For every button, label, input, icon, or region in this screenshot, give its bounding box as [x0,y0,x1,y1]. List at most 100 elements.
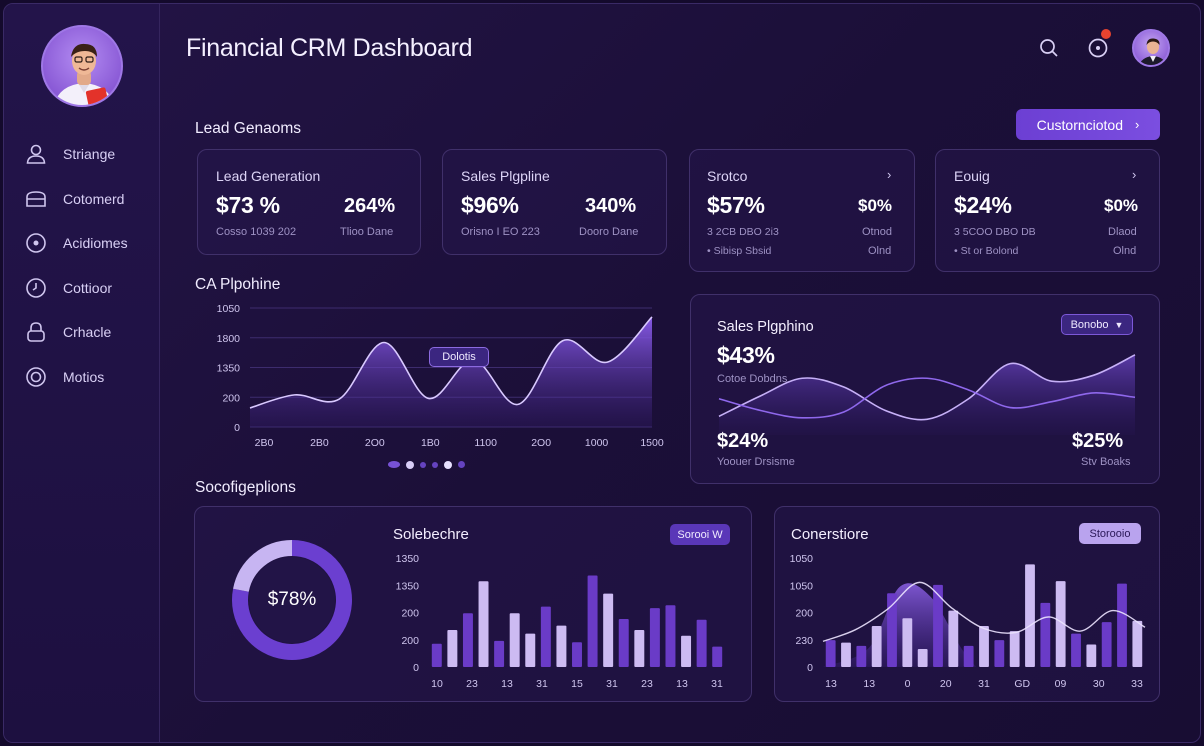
sales-pipeline-title: Sales Plgphino [717,319,814,335]
sidebar-item-cotomerd[interactable]: Cotomerd [24,177,149,222]
bar [587,575,598,667]
y-tick-label: 230 [795,635,813,647]
sales-pipeline-value: $43% [717,342,775,368]
kpi-value: $96% [461,192,519,218]
notification-icon[interactable] [1087,37,1109,59]
bar [681,635,692,667]
kpi-secondary: 340% [585,195,637,217]
user-icon [26,144,46,165]
y-tick-label: 1050 [790,553,814,565]
pagination-dot[interactable] [388,461,400,469]
circle-target-icon [26,233,46,254]
x-tick-label: 23 [466,678,478,690]
x-tick-label: 1B0 [421,437,440,449]
profile-avatar[interactable] [1132,29,1170,67]
bar [649,608,660,667]
donut-slice [232,540,352,660]
kpi-sub-right: Tlioo Dane [340,226,394,238]
x-tick-label: 09 [1055,678,1067,690]
wave-series-line [718,354,1136,421]
kpi-card-eouig[interactable]: Eouig › $24% $0% 3 5COO DBO DB Dlaod • S… [935,149,1160,272]
kpi-sub-right: Dlaod [1108,226,1137,238]
kpi-label: Sales Plgpline [461,168,550,184]
bar [1132,620,1143,667]
chevron-right-icon[interactable]: › [1132,167,1137,182]
bar [712,646,723,667]
x-tick-label: 31 [978,678,990,690]
bar [431,643,442,667]
sidebar-item-label: Cottioor [63,279,113,296]
sales-pipeline-dropdown[interactable]: Bonobo ▼ [1061,314,1133,335]
chart-tooltip: Dolotis [429,347,489,367]
sidebar-item-motios[interactable]: Motios [24,355,149,400]
sidebar-item-acidiomes[interactable]: Acidiomes [24,221,149,266]
bar [1117,583,1127,667]
pipeline-series-line [249,316,653,409]
page-title: Financial CRM Dashboard [186,34,473,62]
bar [979,625,989,667]
x-tick-label: 15 [571,678,583,690]
kpi-sub2-right: Olnd [868,245,892,257]
x-tick-label: 2O0 [531,437,551,449]
chevron-right-icon[interactable]: › [887,167,892,182]
bar [556,625,567,667]
bar [948,610,959,667]
notification-badge [1101,29,1111,39]
x-tick-label: 13 [825,678,837,690]
sales-pipeline-card: Sales Plgphino Bonobo ▼ $43% Cotoe Dobdn… [690,294,1160,484]
y-tick-label: 200 [401,608,419,620]
pipeline-area-chart: 1050 1800 1350 200 0 2B0 2B0 2O0 1B0 1100 2O0 1000 1… [217,303,664,449]
bar [665,605,676,667]
chevron-down-icon: ▼ [1114,319,1124,330]
bar [525,633,536,667]
bar [494,640,505,667]
bar [963,645,974,667]
x-tick-label: 1100 [474,437,497,449]
pagination-dot[interactable] [406,460,414,469]
bar [1101,622,1112,667]
bar [634,629,645,667]
customize-button[interactable]: Custornciotod › [1016,109,1160,140]
bar [572,642,582,667]
kpi-sub-left: 3 2CB DBO 2i3 [707,226,779,238]
kpi-sub2-left: • St or Bolond [954,245,1019,257]
conerstiore-button[interactable]: Storooio [1079,523,1141,544]
kpi-sub-left: 3 5COO DBO DB [954,226,1036,238]
bar [696,619,707,667]
x-tick-label: 0 [905,678,911,690]
sidebar-item-crhacle[interactable]: Crhacle [24,310,149,355]
pagination-dot[interactable] [444,460,452,469]
kpi-sub-right: Otnod [862,226,892,238]
pagination-dot[interactable] [432,461,438,468]
kpi-card-srotco[interactable]: Srotco › $57% $0% 3 2CB DBO 2i3 Otnod • … [689,149,915,272]
kpi-card-lead-generation[interactable]: Lead Generation $73 % 264% Cosso 1039 20… [197,149,421,255]
pagination-dot[interactable] [458,461,465,469]
bar [887,593,897,667]
sidebar-nav: Striange Cotomerd Acidiomes Cottioor Crh… [24,132,149,399]
user-avatar[interactable] [41,25,123,107]
section-title-bottom: Socofigeplions [195,479,296,496]
sidebar-item-label: Cotomerd [63,190,125,207]
pagination-dot[interactable] [420,461,426,468]
bar [447,629,458,667]
sidebar-item-striange[interactable]: Striange [24,132,149,177]
kpi-value: $57% [707,192,765,218]
kpi-card-sales-pipeline[interactable]: Sales Plgpline $96% 340% Orisno I EO 223… [442,149,667,255]
bar [1009,631,1020,667]
bar [994,640,1005,667]
bar [1025,564,1035,667]
sales-pipeline-right-sub: Stv Boaks [1081,456,1131,468]
solebechre-title: Solebechre [393,526,469,543]
sales-pipeline-right-value: $25% [1072,430,1124,452]
bar [478,581,489,667]
x-tick-label: 10 [431,678,443,690]
x-tick-label: 2O0 [365,437,385,449]
sales-pipeline-sub: Cotoe Dobdns [717,373,788,385]
x-tick-label: 13 [501,678,513,690]
sidebar-item-cottioor[interactable]: Cottioor [24,266,149,311]
bar [933,584,943,667]
solebechre-button[interactable]: Sorooi W [670,524,730,545]
search-icon[interactable] [1038,37,1060,59]
dropdown-label: Bonobo [1070,318,1109,331]
x-tick-label: 1000 [585,437,609,449]
